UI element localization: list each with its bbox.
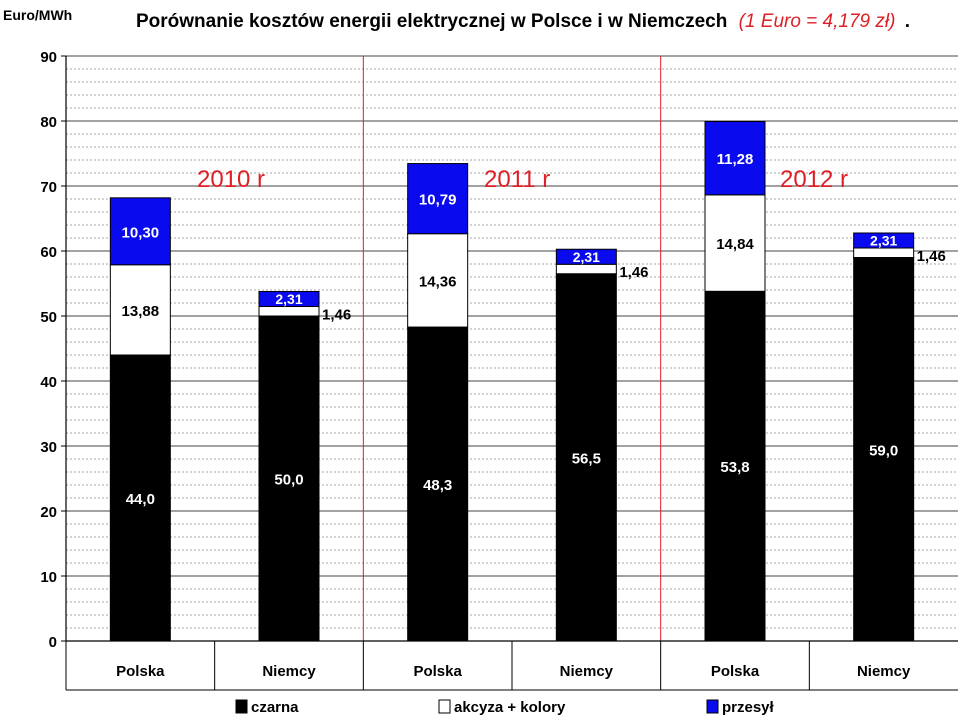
data-label: 59,0 bbox=[869, 442, 898, 459]
bar-segment-akcyza-kolory bbox=[704, 194, 766, 292]
y-tick-label: 80 bbox=[40, 114, 57, 131]
data-label: 11,28 bbox=[717, 151, 754, 168]
category-label: Polska bbox=[413, 663, 462, 680]
category-label: Polska bbox=[711, 663, 760, 680]
bar-segment-czarna bbox=[853, 257, 915, 642]
data-label: 10,30 bbox=[122, 224, 160, 241]
bar-segment-przesy- bbox=[109, 197, 171, 266]
data-label: 2,31 bbox=[275, 291, 302, 307]
legend: czarna akcyza + kolory przesył bbox=[235, 699, 775, 716]
bar-segment-czarna bbox=[704, 290, 766, 642]
y-tick-label: 90 bbox=[40, 49, 57, 66]
group-label: 2010 r bbox=[197, 166, 265, 193]
bar-segment-przesy- bbox=[853, 232, 915, 249]
bar-segment-przesy- bbox=[704, 121, 766, 196]
data-label: 1,46 bbox=[322, 306, 351, 323]
legend-label: akcyza + kolory bbox=[454, 699, 566, 716]
bar-segment-czarna bbox=[258, 315, 320, 642]
legend-swatch bbox=[235, 699, 248, 714]
y-tick-label: 30 bbox=[40, 439, 57, 456]
data-label: 56,5 bbox=[572, 450, 601, 467]
y-tick-label: 0 bbox=[49, 634, 57, 651]
group-separators bbox=[362, 56, 662, 641]
legend-swatch bbox=[706, 699, 719, 714]
y-tick-label: 70 bbox=[40, 179, 57, 196]
bars bbox=[109, 121, 915, 642]
data-label: 53,8 bbox=[720, 459, 749, 476]
axes: 0 10 20 30 40 50 60 70 80 90 Polska Niemcy Polska Nie… bbox=[40, 49, 958, 691]
bar-segment-czarna bbox=[555, 273, 617, 642]
y-tick-label: 40 bbox=[40, 374, 57, 391]
bar-segment-akcyza-kolory bbox=[407, 233, 469, 328]
legend-label: czarna bbox=[251, 699, 299, 716]
data-label: 44,0 bbox=[126, 491, 155, 508]
category-label: Niemcy bbox=[262, 663, 316, 680]
group-labels: 2010 r 2011 r 2012 r bbox=[197, 166, 848, 193]
legend-swatch bbox=[438, 699, 451, 714]
group-label: 2012 r bbox=[780, 166, 848, 193]
chart-title-note: (1 Euro = 4,179 zł) bbox=[739, 11, 896, 32]
data-label: 10,79 bbox=[419, 192, 457, 209]
data-label: 1,46 bbox=[917, 248, 946, 265]
chart-title-main: Porównanie kosztów energii elektrycznej … bbox=[136, 11, 727, 32]
y-tick-label: 60 bbox=[40, 244, 57, 261]
data-label: 1,46 bbox=[619, 264, 648, 281]
data-label: 14,36 bbox=[419, 273, 457, 290]
data-label: 2,31 bbox=[573, 249, 600, 265]
category-label: Niemcy bbox=[857, 663, 911, 680]
category-label: Niemcy bbox=[560, 663, 614, 680]
bar-segment-akcyza-kolory bbox=[555, 263, 617, 275]
y-tick-label: 10 bbox=[40, 569, 57, 586]
category-label: Polska bbox=[116, 663, 165, 680]
data-label: 50,0 bbox=[274, 472, 303, 489]
bar-segment-akcyza-kolory bbox=[109, 264, 171, 356]
gridlines bbox=[66, 55, 958, 629]
y-axis-label: Euro/MWh bbox=[3, 7, 72, 23]
y-tick-label: 20 bbox=[40, 504, 57, 521]
bar-segment-przesy- bbox=[407, 163, 469, 235]
bar-segment-przesy- bbox=[555, 248, 617, 265]
y-tick-label: 50 bbox=[40, 309, 57, 326]
chart-title-dot: . bbox=[905, 11, 910, 32]
data-label: 2,31 bbox=[870, 233, 897, 249]
bar-segment-przesy- bbox=[258, 290, 320, 308]
data-label: 48,3 bbox=[423, 477, 452, 494]
data-label: 13,88 bbox=[122, 303, 160, 320]
data-labels: 44,0 13,88 10,30 50,0 1,46 2,31 48,3 14,36 10,79… bbox=[122, 151, 946, 508]
bar-segment-czarna bbox=[407, 326, 469, 642]
data-label: 14,84 bbox=[716, 236, 754, 253]
legend-label: przesył bbox=[722, 699, 775, 716]
group-label: 2011 r bbox=[484, 166, 550, 193]
bar-segment-akcyza-kolory bbox=[853, 247, 915, 258]
bar-segment-akcyza-kolory bbox=[258, 306, 320, 317]
chart-title: Porównanie kosztów energii elektrycznej … bbox=[136, 11, 910, 32]
